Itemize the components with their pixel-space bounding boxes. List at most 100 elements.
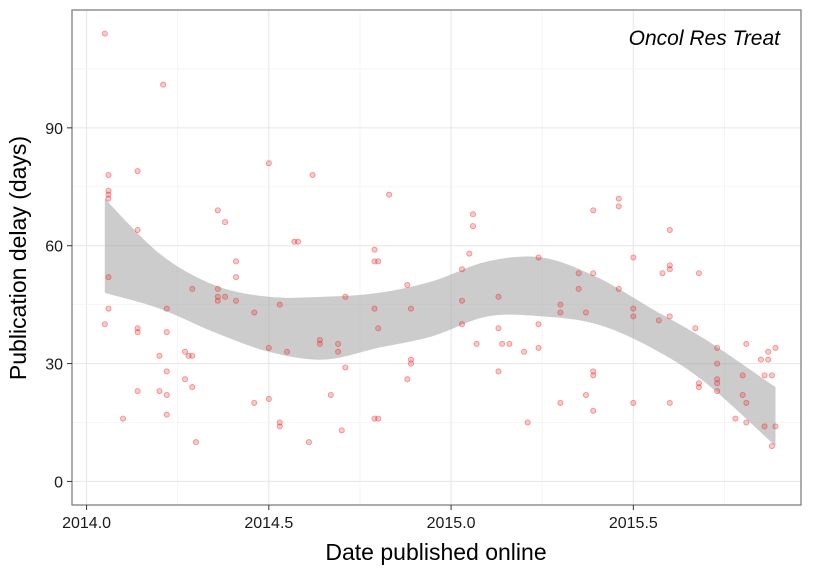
x-tick-label: 2015.5 — [609, 515, 658, 532]
x-axis-title: Date published online — [325, 539, 546, 565]
data-point — [233, 274, 240, 281]
data-point — [590, 207, 597, 214]
x-tick-label: 2014.5 — [244, 515, 293, 532]
data-point — [189, 285, 196, 292]
data-point — [666, 266, 673, 273]
data-point — [335, 348, 342, 355]
data-point — [404, 281, 411, 288]
data-point — [134, 168, 141, 175]
data-point — [459, 297, 466, 304]
panel-annotation: Oncol Res Treat — [629, 27, 781, 50]
x-tick-label: 2015.0 — [427, 515, 476, 532]
data-point — [189, 384, 196, 391]
data-points — [101, 30, 779, 450]
data-point — [535, 321, 542, 328]
data-point — [101, 30, 108, 37]
data-point — [714, 376, 721, 383]
data-point — [265, 395, 272, 402]
data-point — [181, 348, 188, 355]
data-point — [163, 368, 170, 375]
data-point — [575, 285, 582, 292]
data-point — [375, 415, 382, 422]
data-point — [404, 376, 411, 383]
data-point — [739, 372, 746, 379]
y-tick-label: 0 — [54, 474, 63, 491]
data-point — [714, 388, 721, 395]
data-point — [590, 270, 597, 277]
data-point — [615, 195, 622, 202]
data-point — [386, 191, 393, 198]
data-point — [134, 325, 141, 332]
data-point — [630, 313, 637, 320]
data-point — [407, 356, 414, 363]
data-point — [233, 297, 240, 304]
data-point — [535, 254, 542, 261]
data-point — [666, 399, 673, 406]
data-point — [251, 399, 258, 406]
data-point — [466, 250, 473, 257]
data-point — [557, 301, 564, 308]
data-point — [214, 297, 221, 304]
data-point — [575, 270, 582, 277]
data-point — [338, 427, 345, 434]
data-point — [768, 372, 775, 379]
data-point — [163, 305, 170, 312]
data-point — [714, 380, 721, 387]
data-point — [630, 399, 637, 406]
y-tick-label: 30 — [45, 357, 63, 374]
data-point — [506, 340, 513, 347]
data-point — [761, 423, 768, 430]
data-point — [732, 415, 739, 422]
data-point — [163, 391, 170, 398]
data-point — [590, 407, 597, 414]
data-point — [134, 226, 141, 233]
data-point — [469, 211, 476, 218]
data-point — [120, 415, 127, 422]
data-point — [284, 348, 291, 355]
data-point — [105, 191, 112, 198]
data-point — [407, 360, 414, 367]
data-point — [134, 388, 141, 395]
data-point — [214, 285, 221, 292]
data-point — [185, 352, 192, 359]
data-point — [659, 270, 666, 277]
data-point — [695, 380, 702, 387]
data-point — [305, 439, 312, 446]
data-point — [371, 246, 378, 253]
data-point — [276, 419, 283, 426]
data-point — [495, 325, 502, 332]
data-point — [276, 301, 283, 308]
data-point — [134, 329, 141, 336]
data-point — [520, 348, 527, 355]
data-point — [316, 336, 323, 343]
data-point — [590, 368, 597, 375]
data-point — [105, 187, 112, 194]
data-point — [105, 171, 112, 178]
data-point — [743, 399, 750, 406]
data-point — [105, 305, 112, 312]
data-point — [666, 262, 673, 269]
data-point — [222, 219, 229, 226]
data-point — [192, 439, 199, 446]
data-point — [743, 419, 750, 426]
data-point — [342, 364, 349, 371]
data-point — [276, 423, 283, 430]
data-point — [101, 321, 108, 328]
data-point — [342, 293, 349, 300]
data-point — [214, 293, 221, 300]
data-point — [765, 356, 772, 363]
y-tick-label: 60 — [45, 239, 63, 256]
y-axis: 0 30 60 90 — [45, 121, 72, 491]
data-point — [371, 258, 378, 265]
data-point — [265, 160, 272, 167]
data-point — [714, 360, 721, 367]
data-point — [590, 372, 597, 379]
y-axis-title: Publication delay (days) — [5, 136, 31, 380]
confidence-band — [104, 198, 776, 447]
data-point — [557, 309, 564, 316]
data-point — [714, 344, 721, 351]
data-point — [265, 344, 272, 351]
data-point — [495, 293, 502, 300]
data-point — [695, 384, 702, 391]
data-point — [695, 270, 702, 277]
